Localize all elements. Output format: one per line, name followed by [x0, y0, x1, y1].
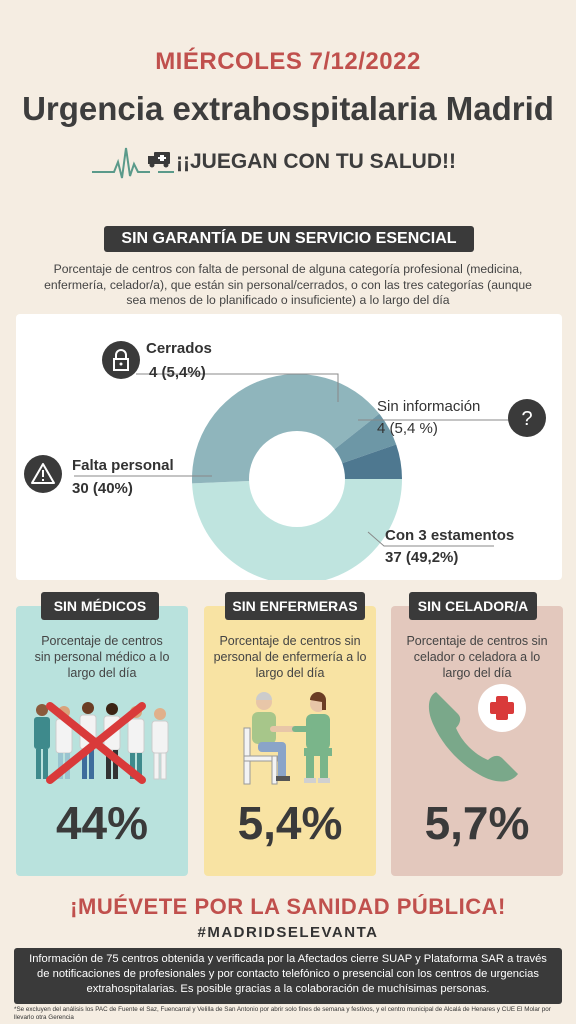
chart-value-sin-informacion: 4 (5,4 %) [377, 420, 438, 437]
question-icon: ? [508, 399, 546, 437]
nurse-patient-icon [243, 692, 332, 785]
pct-sin-celador: 5,7% [424, 797, 530, 849]
ambulance-heartbeat-icon [92, 147, 174, 179]
section-title: SIN GARANTÍA DE UN SERVICIO ESENCIAL [104, 226, 474, 252]
box-desc-sin-enfermeras: Porcentaje de centros sin personal de enf… [213, 634, 367, 680]
chart-value-cerrados: 4 (5,4%) [149, 364, 206, 381]
box-sin-enfermeras [204, 606, 376, 876]
slice-con-3-estamentos [192, 479, 402, 580]
crossed-doctors-icon [34, 702, 169, 784]
section-description: Porcentaje de centros con falta de perso… [44, 262, 532, 307]
medical-phone-icon [428, 684, 526, 782]
slogan: ¡¡JUEGAN CON TU SALUD!! [176, 150, 456, 173]
warning-icon [24, 455, 62, 493]
chart-value-con-3-estamentos: 37 (49,2%) [385, 549, 459, 566]
slice-falta-personal [192, 373, 380, 484]
footnote: *Se excluyen del análisis los PAC de Fue… [14, 1006, 551, 1021]
box-title-sin-celador: SIN CELADOR/A [409, 592, 537, 620]
chart-label-cerrados: Cerrados [146, 340, 212, 357]
page-title: Urgencia extrahospitalaria Madrid [22, 90, 554, 127]
date: MIÉRCOLES 7/12/2022 [155, 48, 421, 75]
box-desc-sin-medicos: Porcentaje de centros sin personal médico… [34, 634, 170, 680]
chart-label-sin-informacion: Sin información [377, 398, 481, 415]
box-sin-celador [391, 606, 563, 876]
box-title-sin-enfermeras: SIN ENFERMERAS [225, 592, 365, 620]
svg-text:?: ? [521, 408, 532, 430]
pct-sin-enfermeras: 5,4% [237, 797, 343, 849]
hashtag: #MADRIDSELEVANTA [197, 924, 379, 941]
chart-value-falta-personal: 30 (40%) [72, 480, 133, 497]
box-desc-sin-celador: Porcentaje de centros sin celador o celad… [406, 634, 548, 680]
donut-chart [74, 373, 514, 580]
chart-label-con-3-estamentos: Con 3 estamentos [385, 527, 515, 544]
box-title-sin-medicos: SIN MÉDICOS [41, 592, 159, 620]
pct-sin-medicos: 44% [55, 797, 149, 849]
chart-label-falta-personal: Falta personal [72, 457, 174, 474]
call-to-action: ¡MUÉVETE POR LA SANIDAD PÚBLICA! [70, 894, 506, 919]
lock-icon [102, 341, 140, 379]
info-box: Información de 75 centros obtenida y ver… [14, 948, 562, 1004]
